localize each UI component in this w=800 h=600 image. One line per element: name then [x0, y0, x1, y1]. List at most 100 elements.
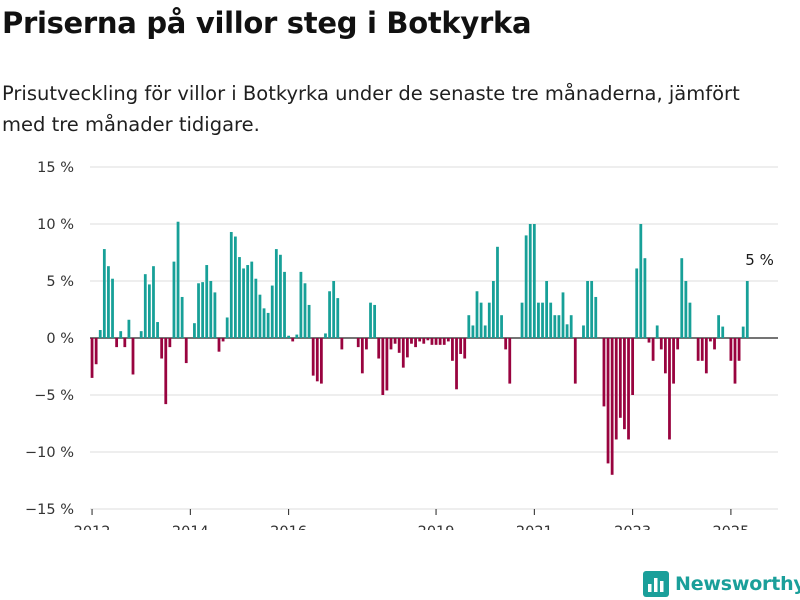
bar: [741, 326, 745, 338]
bar: [254, 278, 258, 338]
bars: [90, 221, 749, 475]
bar: [729, 338, 733, 361]
bar: [451, 338, 454, 361]
bar: [123, 338, 127, 348]
bar: [168, 338, 172, 348]
bar: [618, 338, 622, 418]
x-tick-label: 2014: [172, 524, 209, 530]
bar: [377, 338, 381, 359]
bar: [193, 323, 196, 338]
bar: [319, 338, 323, 384]
bar: [266, 312, 270, 338]
bar: [336, 298, 340, 338]
bar: [565, 324, 569, 338]
bar: [500, 315, 503, 338]
bar: [623, 338, 626, 430]
bar: [668, 338, 671, 440]
bar: [717, 315, 721, 338]
bar: [295, 334, 299, 338]
bar: [663, 338, 667, 374]
bar: [98, 330, 102, 338]
y-tick-label: −15 %: [25, 502, 74, 518]
bar: [553, 315, 557, 338]
bar: [225, 317, 229, 338]
x-tick-label: 2019: [418, 524, 455, 530]
bar: [659, 338, 663, 350]
bar: [205, 265, 209, 338]
bar: [721, 326, 725, 338]
bar: [590, 281, 594, 338]
bar: [610, 338, 614, 475]
bar: [164, 338, 168, 405]
bar: [545, 281, 549, 338]
bar: [614, 338, 618, 440]
bar: [418, 338, 422, 342]
bar: [250, 261, 254, 338]
bar: [430, 338, 434, 345]
chart-title: Priserna på villor steg i Botkyrka: [2, 6, 532, 40]
x-tick-label: 2025: [712, 524, 749, 530]
bar: [369, 302, 372, 338]
bar: [213, 292, 217, 338]
bar: [365, 338, 368, 350]
bar: [606, 338, 610, 464]
bar: [229, 231, 233, 338]
bar: [291, 338, 295, 342]
bar: [324, 333, 327, 338]
bar: [311, 338, 315, 376]
bar: [528, 224, 532, 338]
bar: [401, 338, 405, 368]
bar: [246, 265, 250, 338]
bar: [422, 338, 426, 344]
x-tick-label: 2021: [516, 524, 553, 530]
bar: [594, 296, 598, 338]
bar: [483, 325, 487, 338]
bar: [340, 338, 344, 350]
bar: [532, 224, 536, 338]
bar: [709, 338, 712, 342]
bar: [90, 338, 94, 378]
bar: [627, 338, 630, 440]
bar: [147, 284, 151, 338]
bar: [184, 338, 188, 364]
grid-lines: [90, 166, 778, 510]
bar: [287, 335, 291, 338]
y-tick-label: −10 %: [25, 445, 74, 461]
bar: [442, 338, 446, 345]
bar: [274, 249, 278, 338]
bar: [180, 296, 184, 338]
bar: [201, 282, 205, 338]
bar: [221, 338, 225, 342]
bar: [491, 281, 495, 338]
bar: [414, 338, 417, 348]
bar: [647, 338, 651, 343]
x-axis-ticks: [91, 509, 732, 515]
bar: [360, 338, 364, 374]
bar: [455, 338, 458, 390]
x-tick-label: 2016: [270, 524, 307, 530]
bar: [643, 258, 647, 338]
brand-name: Newsworthy: [675, 573, 800, 595]
bar: [209, 281, 213, 338]
bar: [217, 338, 221, 352]
bar: [262, 308, 266, 338]
bar: [434, 338, 438, 345]
bar: [315, 338, 319, 382]
bar: [696, 338, 700, 361]
bar: [561, 292, 565, 338]
bar: [176, 221, 180, 338]
bar: [508, 338, 512, 384]
bar: [426, 338, 430, 341]
bar: [582, 325, 585, 338]
bar: [459, 338, 463, 354]
bar: [410, 338, 413, 344]
bar: [467, 315, 471, 338]
bar: [676, 338, 680, 350]
bar: [405, 338, 409, 358]
y-axis-labels: 15 % 10 % 5 % 0 % −5 % −10 % −15 %: [25, 160, 74, 518]
bar: [479, 302, 483, 338]
bar: [115, 338, 119, 348]
y-tick-label: 0 %: [46, 331, 74, 347]
bar: [328, 291, 331, 338]
bar: [733, 338, 737, 384]
